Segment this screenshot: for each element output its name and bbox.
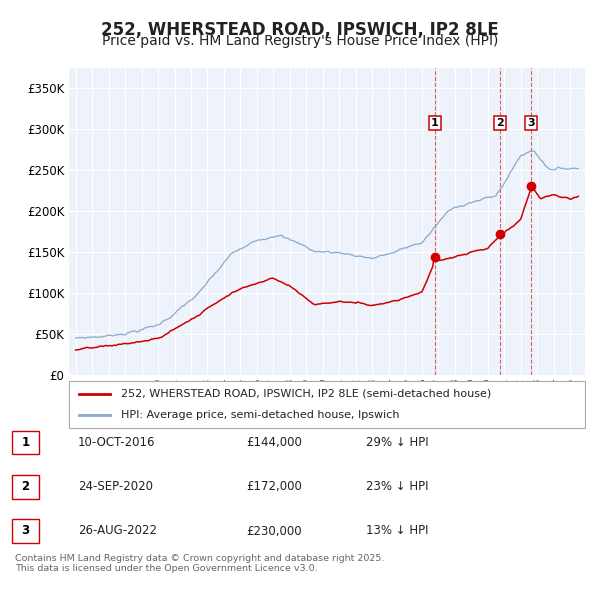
Text: 252, WHERSTEAD ROAD, IPSWICH, IP2 8LE: 252, WHERSTEAD ROAD, IPSWICH, IP2 8LE: [101, 21, 499, 39]
Text: 3: 3: [22, 525, 29, 537]
Text: 2: 2: [496, 118, 503, 128]
Text: 2: 2: [22, 480, 29, 493]
Text: 10-OCT-2016: 10-OCT-2016: [78, 436, 155, 449]
Text: 29% ↓ HPI: 29% ↓ HPI: [366, 436, 428, 449]
Text: 24-SEP-2020: 24-SEP-2020: [78, 480, 153, 493]
Text: HPI: Average price, semi-detached house, Ipswich: HPI: Average price, semi-detached house,…: [121, 409, 399, 419]
Text: Contains HM Land Registry data © Crown copyright and database right 2025.
This d: Contains HM Land Registry data © Crown c…: [15, 554, 385, 573]
FancyBboxPatch shape: [69, 381, 585, 428]
Text: 23% ↓ HPI: 23% ↓ HPI: [366, 480, 428, 493]
Text: £144,000: £144,000: [246, 436, 302, 449]
Text: 1: 1: [431, 118, 439, 128]
Text: 3: 3: [527, 118, 535, 128]
Text: £230,000: £230,000: [246, 525, 302, 537]
Text: £172,000: £172,000: [246, 480, 302, 493]
Text: 26-AUG-2022: 26-AUG-2022: [78, 525, 157, 537]
Text: 1: 1: [22, 436, 29, 449]
Text: 13% ↓ HPI: 13% ↓ HPI: [366, 525, 428, 537]
Text: 252, WHERSTEAD ROAD, IPSWICH, IP2 8LE (semi-detached house): 252, WHERSTEAD ROAD, IPSWICH, IP2 8LE (s…: [121, 389, 491, 399]
Text: Price paid vs. HM Land Registry's House Price Index (HPI): Price paid vs. HM Land Registry's House …: [102, 34, 498, 48]
